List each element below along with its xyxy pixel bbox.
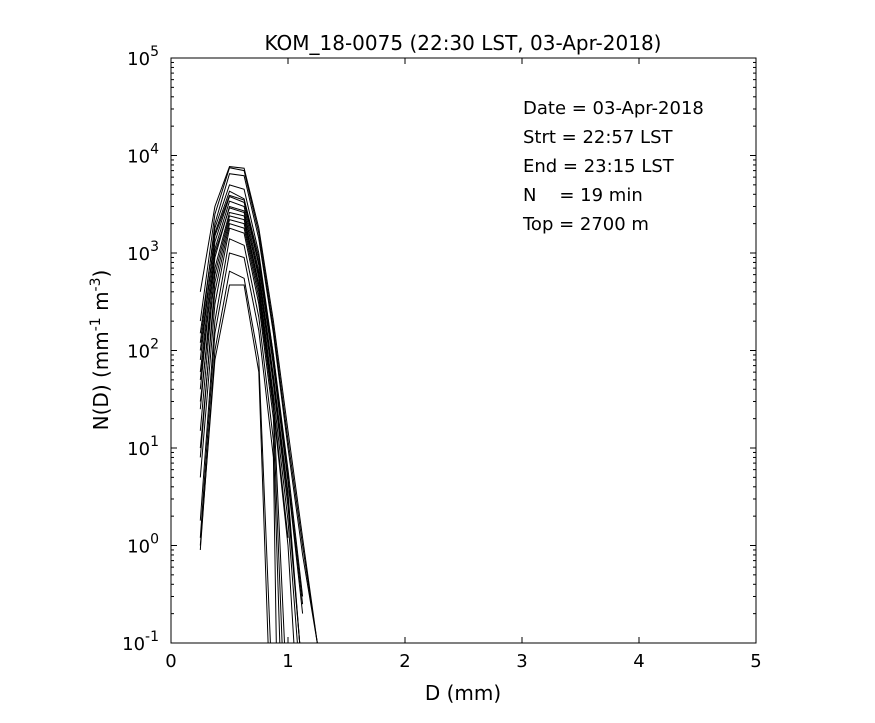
y-axis-label-exp1: -1 (88, 317, 104, 331)
x-tick-label: 2 (399, 651, 410, 672)
x-axis-label: D (mm) (425, 681, 501, 705)
y-tick-label-base: 10 (122, 634, 145, 655)
dsd-series-line-13 (199, 270, 271, 643)
dsd-series-line-8 (199, 211, 298, 643)
y-tick-label-exp: -1 (145, 629, 159, 645)
y-axis-label-mid: m (89, 291, 113, 317)
x-tick-label: 0 (165, 651, 176, 672)
dsd-series-line-16 (199, 194, 304, 605)
y-axis-label-end: ) (89, 270, 113, 278)
y-axis-label-base: N(D) (mm (89, 331, 113, 430)
y-tick-label: 10-1 (122, 629, 159, 655)
y-axis-label: N(D) (mm-1 m-3) (88, 270, 113, 431)
y-tick-label-exp: 2 (150, 337, 159, 353)
annotation-date: Date = 03-Apr-2018 (523, 98, 704, 119)
dsd-series-line-19 (199, 222, 295, 643)
y-tick-label-base: 10 (127, 439, 150, 460)
chart-title: KOM_18-0075 (22:30 LST, 03-Apr-2018) (265, 31, 662, 55)
annotation-top: Top = 2700 m (522, 214, 649, 235)
dsd-series-line-5 (199, 195, 304, 614)
annotation-duration: N = 19 min (523, 185, 643, 206)
y-axis-label-exp2: -3 (88, 277, 104, 291)
y-tick-label-exp: 3 (150, 239, 159, 255)
dsd-series-line-18 (199, 215, 285, 643)
dsd-series-line-17 (199, 207, 301, 643)
dsd-series-line-3 (199, 173, 318, 643)
series-layer (199, 166, 318, 643)
y-tick-label-exp: 4 (150, 142, 159, 158)
dsd-series-line-1 (199, 166, 318, 643)
dsd-series-line-11 (199, 238, 281, 643)
x-axis: 0 1 2 3 4 5 (165, 58, 762, 672)
annotation-end: End = 23:15 LST (523, 156, 675, 177)
y-tick-label-base: 10 (127, 342, 150, 363)
x-tick-label: 5 (750, 651, 761, 672)
dsd-series-line-12 (199, 252, 277, 643)
y-tick-label: 104 (127, 142, 159, 168)
annotation-box: Date = 03-Apr-2018 Strt = 22:57 LST End … (522, 98, 704, 235)
y-tick-label-base: 10 (127, 147, 150, 168)
y-tick-label: 103 (127, 239, 159, 265)
dsd-series-line-6 (199, 200, 301, 643)
y-tick-label: 105 (127, 44, 159, 70)
y-tick-label-exp: 5 (150, 44, 159, 60)
dsd-series-line-4 (199, 190, 304, 597)
y-tick-label-base: 10 (127, 537, 150, 558)
dsd-series-line-15 (199, 184, 289, 478)
x-tick-label: 1 (282, 651, 293, 672)
y-tick-label-exp: 0 (150, 532, 159, 548)
dsd-series-line-2 (199, 167, 318, 643)
y-tick-label: 101 (127, 434, 159, 460)
annotation-start: Strt = 22:57 LST (523, 127, 674, 148)
y-tick-label-exp: 1 (150, 434, 159, 450)
dsd-series-line-14 (199, 284, 269, 643)
y-tick-label: 100 (127, 532, 159, 558)
y-tick-label-base: 10 (127, 49, 150, 70)
dsd-series-line-10 (199, 227, 283, 643)
y-tick-label: 102 (127, 337, 159, 363)
y-tick-label-base: 10 (127, 244, 150, 265)
x-tick-label: 4 (633, 651, 644, 672)
x-tick-label: 3 (516, 651, 527, 672)
